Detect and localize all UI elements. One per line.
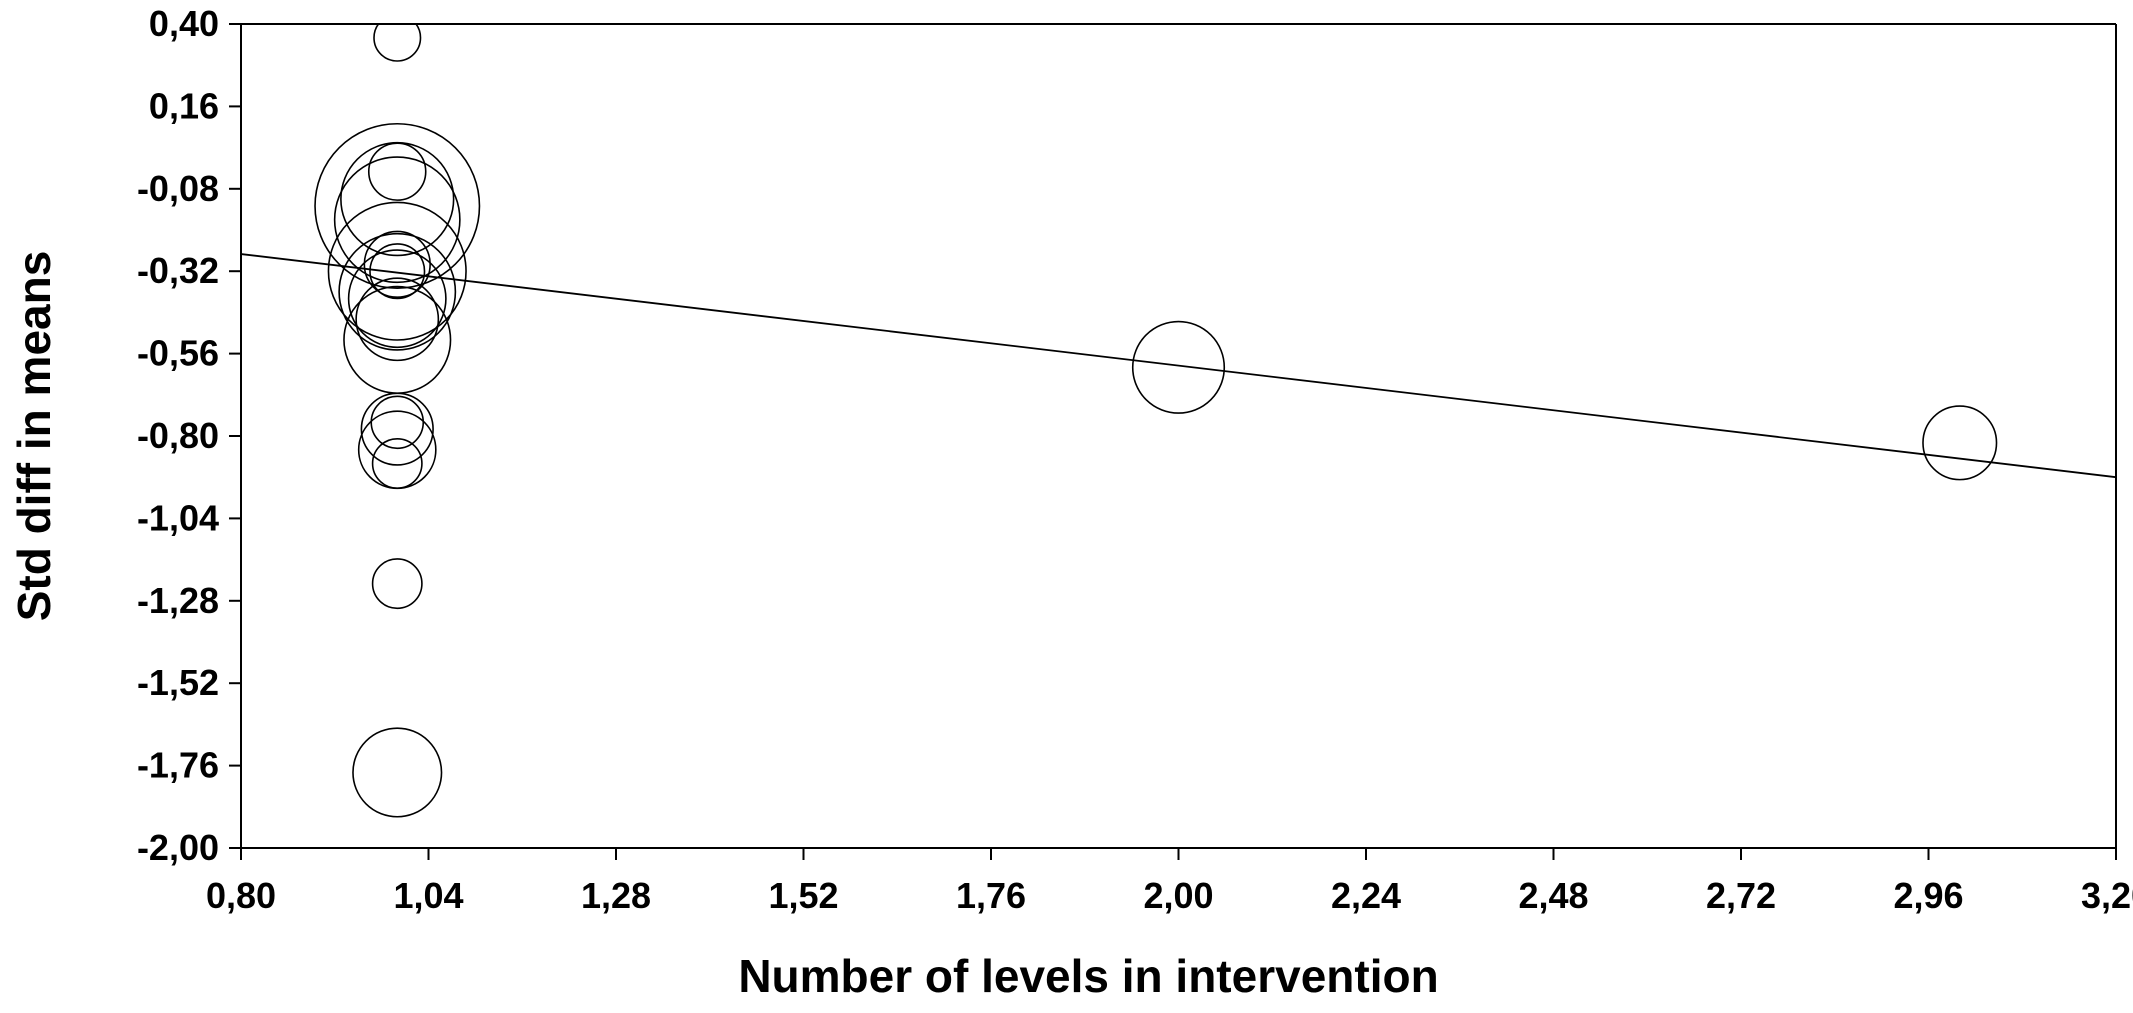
study-point-circle [352, 727, 443, 818]
x-tick-label: 2,00 [1143, 875, 1213, 916]
study-point-circle [360, 392, 434, 466]
study-point-circle [370, 395, 425, 450]
x-tick-label: 1,52 [768, 875, 838, 916]
study-point-circle [367, 142, 427, 201]
study-point-circle [357, 410, 437, 490]
x-tick-label: 3,20 [2081, 875, 2133, 916]
x-tick-label: 1,28 [581, 875, 651, 916]
study-point-circle [363, 230, 431, 299]
study-point-circle [369, 243, 426, 300]
study-point-circle [340, 141, 455, 257]
y-tick-label: -1,52 [137, 662, 219, 703]
y-tick-label: -0,80 [137, 415, 219, 456]
study-point-circle [333, 156, 461, 284]
x-tick-label: 1,04 [393, 875, 463, 916]
x-tick-label: 1,76 [956, 875, 1026, 916]
study-point-circle [1922, 405, 1998, 481]
study-point-circle [371, 438, 423, 489]
y-tick-label: -2,00 [137, 827, 219, 868]
x-tick-label: 2,96 [1893, 875, 1963, 916]
y-tick-label: -1,28 [137, 580, 219, 621]
study-point-circle [347, 249, 447, 349]
y-tick-label: -0,56 [137, 333, 219, 374]
study-point-circle [371, 558, 423, 610]
y-tick-label: -1,04 [137, 497, 219, 538]
x-tick-label: 2,48 [1518, 875, 1588, 916]
study-point-circle [338, 232, 457, 351]
y-tick-label: -0,32 [137, 250, 219, 291]
x-tick-label: 2,24 [1331, 875, 1401, 916]
study-point-circle [373, 24, 422, 62]
study-point-circle [327, 201, 467, 341]
study-point-circle [314, 122, 481, 289]
y-tick-label: -0,08 [137, 168, 219, 209]
study-point-circle [1131, 320, 1226, 414]
study-point-circle [355, 277, 440, 362]
y-axis-title: Std diff in means [8, 251, 60, 622]
y-tick-label: 0,40 [149, 3, 219, 44]
regression-line [241, 253, 2116, 479]
x-tick-label: 2,72 [1706, 875, 1776, 916]
x-axis-title: Number of levels in intervention [738, 950, 1438, 1002]
y-tick-label: -1,76 [137, 745, 219, 786]
y-tick-label: 0,16 [149, 85, 219, 126]
x-tick-label: 0,80 [206, 875, 276, 916]
